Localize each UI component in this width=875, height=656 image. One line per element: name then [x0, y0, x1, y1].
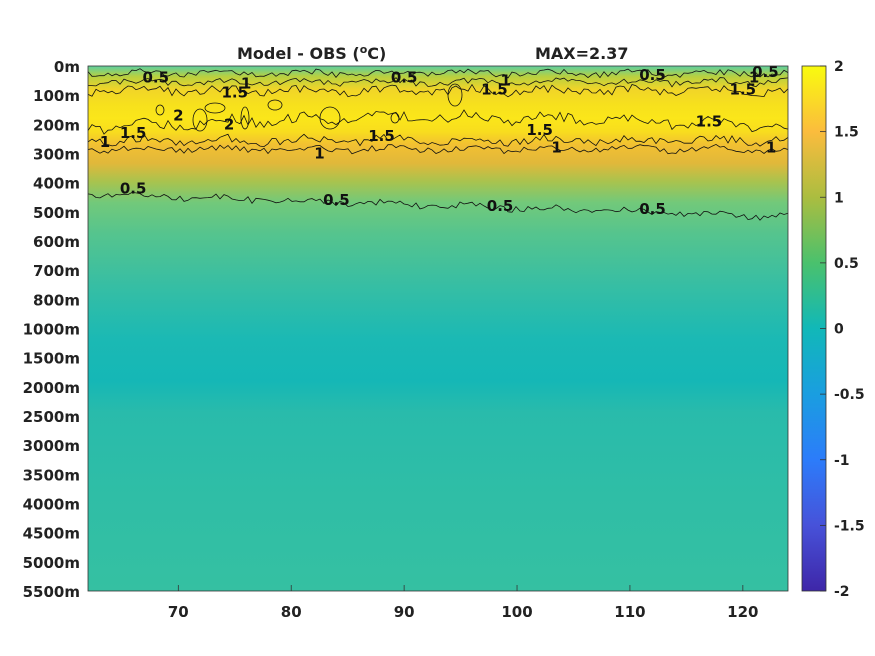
y-axis: 0m 100m 200m 300m 400m 500m 600m 700m 800m 1000m 1…	[23, 58, 80, 601]
contour-label: 1.5	[120, 124, 147, 142]
contour-loop	[204, 102, 226, 114]
colorbar-tick-label: -2	[834, 584, 850, 600]
y-tick-label: 0m	[54, 58, 80, 76]
contour-label: 1.5	[481, 80, 508, 98]
contour-label: 1	[766, 139, 776, 157]
contour-line	[88, 76, 789, 88]
y-tick-label: 4000m	[23, 496, 80, 514]
title-main: Model - OBS (	[237, 44, 360, 63]
contour-label: 1.5	[696, 112, 723, 130]
chart-title: Model - OBS (oC)	[237, 43, 386, 63]
y-tick-label: 5500m	[23, 583, 80, 601]
y-tick-label: 1500m	[23, 350, 80, 368]
title-unit: C)	[367, 44, 386, 63]
contour-line	[87, 191, 789, 221]
y-tick-label: 4500m	[23, 525, 80, 543]
contour-label: 0.5	[639, 200, 666, 218]
contour-label: 1.5	[368, 127, 395, 145]
contour-label: 0.5	[142, 69, 169, 87]
colorbar-tick-label: 2	[834, 59, 844, 75]
y-tick-label: 500m	[33, 204, 80, 222]
contour-line	[87, 68, 789, 79]
colorbar-tick-label: 1.5	[834, 125, 859, 141]
contour-label: 1	[100, 133, 110, 151]
contour-line	[87, 83, 789, 98]
colorbar-tick-label: 0	[834, 322, 844, 338]
contour-label: 0.5	[487, 197, 514, 215]
y-tick-label: 300m	[33, 146, 80, 164]
contour-label: 0.5	[639, 66, 666, 84]
contour-loop	[155, 104, 165, 116]
contour-label: 0.5	[323, 191, 350, 209]
contour-line	[87, 109, 789, 135]
contour-line	[87, 143, 789, 155]
contour-label: 1.5	[221, 83, 248, 101]
y-tick-label: 200m	[33, 116, 80, 134]
y-tick-label: 100m	[33, 87, 80, 105]
contour-label: 0.5	[752, 63, 779, 81]
y-tick-label: 5000m	[23, 554, 80, 572]
contour-loop	[390, 112, 400, 124]
contour-label: 1.5	[730, 80, 757, 98]
x-axis: 70 80 90 100 110 120	[168, 585, 758, 621]
y-tick-label: 600m	[33, 233, 80, 251]
y-tick-label: 2000m	[23, 379, 80, 397]
contour-loop	[240, 106, 250, 130]
colorbar-tick-label: -1.5	[834, 518, 865, 534]
contour-label: 0.5	[120, 180, 147, 198]
contour-line	[87, 133, 789, 148]
title-max: MAX=2.37	[535, 44, 629, 63]
colorbar-tick-label: -1	[834, 453, 850, 469]
y-tick-label: 700m	[33, 262, 80, 280]
contour-label: 1	[314, 145, 324, 163]
contour-lines	[87, 68, 789, 221]
plot-frame	[87, 65, 789, 592]
y-tick-label: 800m	[33, 291, 80, 309]
contour-label: 1	[551, 139, 561, 157]
x-tick-label: 120	[727, 603, 758, 621]
y-tick-label: 3000m	[23, 437, 80, 455]
contour-label: 1	[749, 69, 759, 87]
x-tick-label: 100	[501, 603, 532, 621]
colorbar-tick-label: -0.5	[834, 387, 865, 403]
x-tick-label: 70	[168, 603, 189, 621]
colorbar-tick-label: 0.5	[834, 256, 859, 272]
contour-loop	[319, 106, 341, 130]
y-tick-label: 400m	[33, 175, 80, 193]
contour-loop	[192, 108, 208, 132]
contour-label: 1	[241, 75, 251, 93]
colorbar-tick-label: 1	[834, 190, 844, 206]
y-tick-label: 1000m	[23, 321, 80, 339]
contour-label: 2	[224, 115, 234, 133]
y-tick-label: 2500m	[23, 408, 80, 426]
x-tick-label: 80	[281, 603, 302, 621]
contour-label: 1	[501, 72, 511, 90]
colorbar-axis: 2 1.5 1 0.5 0 -0.5 -1 -1.5 -2	[820, 59, 865, 600]
contour-loop	[447, 83, 463, 107]
y-tick-label: 3500m	[23, 466, 80, 484]
contour-label: 2	[173, 107, 183, 125]
contour-label: 0.5	[391, 69, 418, 87]
x-tick-label: 110	[614, 603, 645, 621]
contour-label: 1.5	[526, 121, 553, 139]
title-degree: o	[360, 43, 368, 56]
contour-loop	[267, 99, 283, 111]
x-tick-label: 90	[394, 603, 415, 621]
